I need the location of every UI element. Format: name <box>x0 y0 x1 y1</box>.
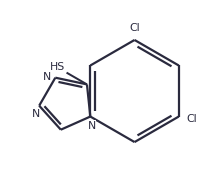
Text: N: N <box>88 121 96 131</box>
Text: N: N <box>31 109 40 119</box>
Text: N: N <box>43 72 51 82</box>
Text: Cl: Cl <box>187 114 197 123</box>
Text: HS: HS <box>50 62 66 72</box>
Text: Cl: Cl <box>129 22 140 33</box>
